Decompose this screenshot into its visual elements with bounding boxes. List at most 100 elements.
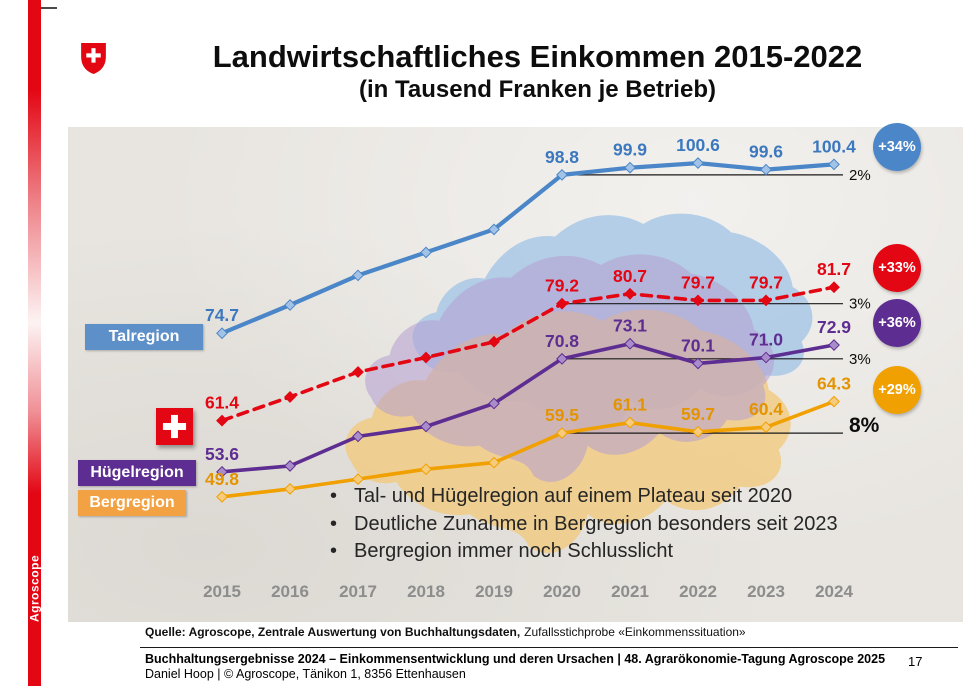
data-point-marker-bergregion-2021 xyxy=(624,416,636,429)
page-number: 17 xyxy=(908,654,923,669)
value-label-talregion-2023: 99.6 xyxy=(749,142,783,162)
series-line-talregion xyxy=(219,160,837,336)
value-label-bergregion-2021: 61.1 xyxy=(613,395,647,415)
list-item: Tal- und Hügelregion auf einem Plateau s… xyxy=(330,483,838,511)
x-axis-label-2024: 2024 xyxy=(815,582,853,601)
change-badge-bergregion: +29% xyxy=(873,366,921,414)
value-label-schweiz-2015: 61.4 xyxy=(205,393,239,413)
bullet-text-1: Tal- und Hügelregion auf einem Plateau s… xyxy=(354,485,793,507)
percent-change-label-schweiz: 3% xyxy=(849,296,871,313)
value-label-huegelregion-2022: 70.1 xyxy=(681,335,715,355)
x-axis-label-2016: 2016 xyxy=(271,582,309,601)
data-point-marker-huegelregion-2022 xyxy=(692,357,704,370)
value-label-huegelregion-2023: 71.0 xyxy=(749,330,783,350)
data-point-marker-huegelregion-2023 xyxy=(760,351,772,364)
footer-divider xyxy=(140,647,958,648)
data-point-marker-talregion-2020 xyxy=(556,168,568,181)
bullet-text-3: Bergregion immer noch Schlusslicht xyxy=(354,540,674,562)
x-axis-label-2021: 2021 xyxy=(611,582,649,601)
footer-author-line: Daniel Hoop | © Agroscope, Tänikon 1, 83… xyxy=(145,667,466,681)
page-subtitle: (in Tausend Franken je Betrieb) xyxy=(359,76,716,103)
source-regular: Zufallsstichprobe «Einkommenssituation» xyxy=(524,625,746,639)
data-point-marker-schweiz-2015 xyxy=(216,414,228,427)
change-badge-schweiz: +33% xyxy=(873,244,921,292)
value-label-schweiz-2023: 79.7 xyxy=(749,272,783,292)
chart-panel: 2% 3% 3% 8% 74.7 98.8 99.9 100.6 99.6 100.4 61.4 79… xyxy=(68,123,963,622)
bullet-dot xyxy=(330,511,354,539)
legend-label-bergregion: Bergregion xyxy=(78,490,186,516)
data-point-marker-huegelregion-2017 xyxy=(352,430,364,443)
data-point-marker-talregion-2017 xyxy=(352,269,364,282)
data-point-marker-talregion-2018 xyxy=(420,246,432,259)
value-label-huegelregion-2020: 70.8 xyxy=(545,331,579,351)
data-point-marker-bergregion-2018 xyxy=(420,463,432,476)
data-point-marker-talregion-2019 xyxy=(488,223,500,236)
data-point-marker-talregion-2016 xyxy=(284,299,296,311)
data-point-marker-schweiz-2017 xyxy=(352,366,364,378)
data-point-marker-schweiz-2020 xyxy=(556,297,568,310)
source-line: Quelle: Agroscope, Zentrale Auswertung v… xyxy=(145,625,746,639)
data-point-marker-huegelregion-2021 xyxy=(624,337,636,350)
value-label-bergregion-2024: 64.3 xyxy=(817,374,851,394)
data-point-marker-bergregion-2015 xyxy=(216,490,228,503)
bullet-text-2: Deutliche Zunahme in Bergregion besonder… xyxy=(354,512,838,535)
data-point-marker-huegelregion-2015 xyxy=(216,465,228,478)
percent-change-label-talregion: 2% xyxy=(849,167,871,184)
change-badge-talregion: +34% xyxy=(873,123,921,171)
data-point-marker-bergregion-2017 xyxy=(352,473,364,485)
value-label-huegelregion-2015: 53.6 xyxy=(205,444,239,464)
data-point-marker-schweiz-2019 xyxy=(488,335,500,348)
brand-stripe xyxy=(28,0,41,686)
data-point-marker-bergregion-2022 xyxy=(692,425,704,438)
data-point-marker-talregion-2022 xyxy=(692,157,704,169)
x-axis-label-2020: 2020 xyxy=(543,582,581,601)
legend-label-huegelregion: Hügelregion xyxy=(78,460,196,486)
data-point-marker-schweiz-2022 xyxy=(692,294,704,307)
agroscope-brand-label: Agroscope xyxy=(27,554,42,622)
bullet-dot xyxy=(330,483,354,511)
list-item: Deutliche Zunahme in Bergregion besonder… xyxy=(330,511,838,539)
data-point-marker-schweiz-2018 xyxy=(420,351,432,364)
x-axis-label-2015: 2015 xyxy=(203,582,241,601)
value-label-talregion-2021: 99.9 xyxy=(613,140,647,160)
series-line-schweiz xyxy=(220,285,836,423)
x-axis-label-2019: 2019 xyxy=(475,582,513,601)
x-axis-label-2017: 2017 xyxy=(339,582,377,601)
value-label-talregion-2022: 100.6 xyxy=(676,135,720,155)
percent-change-label-bergregion: 8% xyxy=(849,414,880,437)
data-point-marker-talregion-2015 xyxy=(216,327,228,340)
swiss-flag-icon xyxy=(156,408,193,445)
change-badge-huegelregion: +36% xyxy=(873,299,921,347)
key-findings-list: Tal- und Hügelregion auf einem Plateau s… xyxy=(330,483,838,566)
source-bold: Quelle: Agroscope, Zentrale Auswertung v… xyxy=(145,625,521,639)
data-point-marker-talregion-2023 xyxy=(760,163,772,176)
x-axis-label-2022: 2022 xyxy=(679,582,717,601)
value-label-huegelregion-2024: 72.9 xyxy=(817,317,851,337)
data-point-marker-huegelregion-2024 xyxy=(828,339,840,351)
series-line-huegelregion xyxy=(220,341,836,474)
data-point-marker-huegelregion-2020 xyxy=(556,352,568,365)
value-label-schweiz-2021: 80.7 xyxy=(613,266,647,286)
value-label-talregion-2015: 74.7 xyxy=(205,305,239,325)
x-axis-label-2018: 2018 xyxy=(407,582,445,601)
swiss-coat-of-arms-icon xyxy=(80,42,107,75)
data-point-marker-bergregion-2020 xyxy=(556,427,568,439)
value-label-bergregion-2022: 59.7 xyxy=(681,404,715,424)
value-label-schweiz-2022: 79.7 xyxy=(681,272,715,292)
data-point-marker-bergregion-2019 xyxy=(488,456,500,469)
data-point-marker-huegelregion-2016 xyxy=(284,460,296,472)
data-point-marker-schweiz-2024 xyxy=(828,281,840,294)
value-label-bergregion-2023: 60.4 xyxy=(749,399,783,419)
series-line-bergregion xyxy=(220,399,836,499)
data-point-marker-schweiz-2016 xyxy=(284,391,296,403)
switzerland-map-purple xyxy=(365,254,775,482)
data-point-marker-bergregion-2024 xyxy=(828,395,840,408)
data-point-marker-talregion-2021 xyxy=(624,161,636,174)
data-point-marker-huegelregion-2018 xyxy=(420,420,432,433)
top-left-tick xyxy=(30,7,57,9)
data-point-marker-talregion-2024 xyxy=(828,158,840,171)
x-axis-label-2023: 2023 xyxy=(747,582,785,601)
footer-event-line: Buchhaltungsergebnisse 2024 – Einkommens… xyxy=(145,652,886,666)
value-label-schweiz-2024: 81.7 xyxy=(817,259,851,279)
